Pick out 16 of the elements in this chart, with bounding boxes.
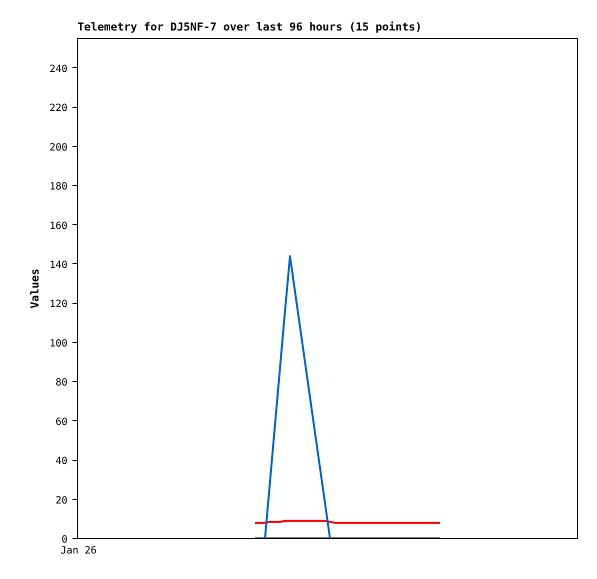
- y-tick-label: 200: [49, 142, 68, 154]
- y-tick-label: 220: [49, 103, 68, 114]
- y-tick-label: 80: [55, 378, 68, 389]
- y-tick-label: 0: [61, 534, 68, 546]
- text: Jan 26: [60, 546, 97, 556]
- y-tick-label: 240: [49, 64, 68, 75]
- y-tick-label: 160: [49, 220, 68, 232]
- y-tick-label: 60: [55, 416, 68, 428]
- y-tick-label: 180: [49, 182, 68, 193]
- chart-title: Telemetry for DJ5NF-7 over last 96 hours (15 points): [78, 20, 422, 34]
- y-tick-label: 40: [55, 456, 68, 468]
- y-tick-label: 100: [49, 338, 68, 350]
- y-tick-label: 140: [49, 260, 68, 271]
- y-axis-title: Values: [28, 268, 42, 308]
- y-tick-label: 120: [49, 299, 68, 310]
- y-tick-label: 20: [55, 495, 68, 506]
